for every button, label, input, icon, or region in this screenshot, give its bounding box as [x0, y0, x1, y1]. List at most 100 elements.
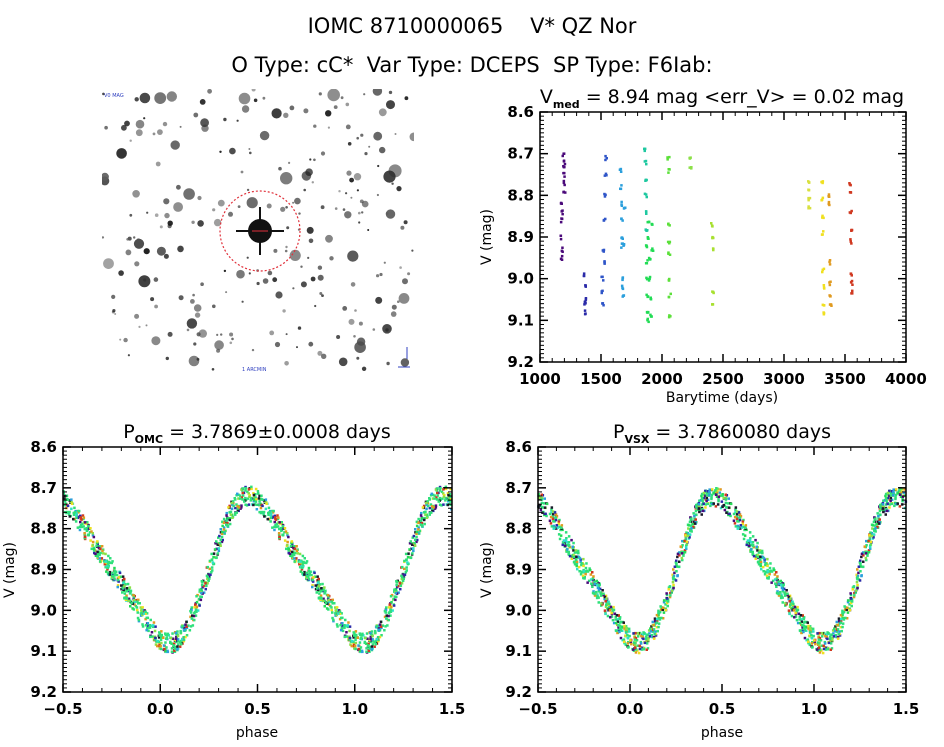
- data-point: [567, 544, 571, 548]
- data-point: [561, 543, 564, 547]
- data-point: [862, 551, 865, 554]
- data-point: [681, 544, 684, 547]
- x-tick-label: 0.5: [709, 700, 736, 718]
- data-point: [596, 586, 600, 590]
- data-point: [601, 589, 604, 592]
- data-point: [805, 638, 808, 642]
- data-point: [91, 543, 95, 547]
- data-point: [766, 564, 769, 568]
- data-point: [301, 562, 304, 565]
- data-point: [210, 566, 214, 569]
- data-point: [280, 521, 283, 524]
- data-point: [840, 629, 843, 633]
- data-point: [667, 586, 671, 589]
- data-point: [657, 609, 660, 613]
- finder-star: [121, 124, 127, 131]
- data-point: [149, 618, 152, 622]
- data-point: [447, 493, 450, 497]
- data-point: [806, 640, 810, 643]
- finder-star: [212, 304, 216, 309]
- data-point: [822, 647, 826, 651]
- data-point: [419, 514, 423, 517]
- phase-vsx-y-axis-label: V (mag): [479, 542, 495, 598]
- data-point: [768, 570, 771, 573]
- finder-star: [271, 108, 282, 119]
- data-point: [674, 579, 678, 582]
- data-point: [395, 595, 398, 599]
- data-point: [276, 517, 280, 521]
- data-point: [828, 303, 832, 306]
- x-tick-label: 1.0: [801, 700, 828, 718]
- data-point: [750, 543, 753, 547]
- finder-star: [253, 98, 258, 103]
- data-point: [417, 526, 420, 529]
- data-point: [647, 629, 651, 632]
- data-point: [274, 518, 278, 521]
- data-point: [645, 277, 649, 281]
- data-point: [808, 206, 812, 210]
- data-point: [818, 651, 822, 654]
- data-point: [661, 608, 664, 612]
- data-point: [219, 538, 222, 541]
- finder-star: [314, 304, 317, 308]
- finder-star: [220, 333, 223, 336]
- object-title: IOMC 8710000065 V* QZ Nor: [307, 14, 637, 38]
- data-point: [819, 639, 823, 642]
- finder-star: [345, 192, 348, 195]
- finder-star: [350, 282, 356, 287]
- data-point: [150, 631, 154, 634]
- data-point: [545, 502, 549, 506]
- finder-star: [394, 133, 397, 135]
- data-point: [642, 637, 645, 641]
- data-point: [212, 562, 215, 566]
- data-point: [604, 605, 608, 608]
- data-point: [200, 589, 204, 593]
- data-point: [717, 495, 721, 499]
- data-point: [582, 272, 586, 275]
- finder-star: [292, 201, 295, 204]
- data-point: [742, 525, 745, 528]
- finder-star: [367, 229, 370, 231]
- data-point: [780, 593, 783, 596]
- data-point: [812, 634, 815, 638]
- data-point: [399, 587, 402, 591]
- data-point: [335, 606, 339, 609]
- data-point: [848, 182, 851, 185]
- data-point: [158, 632, 162, 636]
- data-point: [831, 629, 835, 632]
- data-point: [261, 504, 264, 508]
- data-point: [716, 487, 720, 491]
- data-point: [216, 543, 219, 546]
- data-point: [595, 594, 599, 598]
- data-point: [550, 506, 554, 509]
- data-point: [836, 628, 840, 631]
- data-point: [354, 638, 357, 642]
- data-point: [585, 562, 588, 565]
- data-point: [802, 617, 806, 621]
- data-point: [600, 602, 603, 605]
- data-point: [286, 540, 289, 544]
- data-point: [353, 634, 356, 637]
- data-point: [370, 648, 373, 651]
- data-point: [608, 609, 612, 612]
- finder-star: [377, 164, 380, 168]
- data-point: [353, 647, 356, 650]
- data-point: [715, 487, 718, 490]
- data-point: [680, 556, 684, 560]
- data-point: [237, 493, 240, 497]
- data-point: [823, 645, 826, 649]
- data-point: [144, 617, 147, 621]
- data-point: [158, 631, 161, 634]
- finder-star: [133, 238, 145, 249]
- data-point: [609, 616, 612, 619]
- finder-star: [102, 172, 109, 181]
- data-point: [550, 508, 553, 511]
- data-point: [654, 630, 657, 633]
- data-point: [108, 573, 112, 576]
- data-point: [381, 624, 385, 627]
- data-point: [431, 508, 434, 512]
- data-point: [682, 554, 685, 557]
- data-point: [129, 590, 132, 594]
- lightcurve-title: Vmed = 8.94 mag <err_V> = 0.02 mag: [540, 86, 904, 111]
- data-point: [244, 496, 247, 500]
